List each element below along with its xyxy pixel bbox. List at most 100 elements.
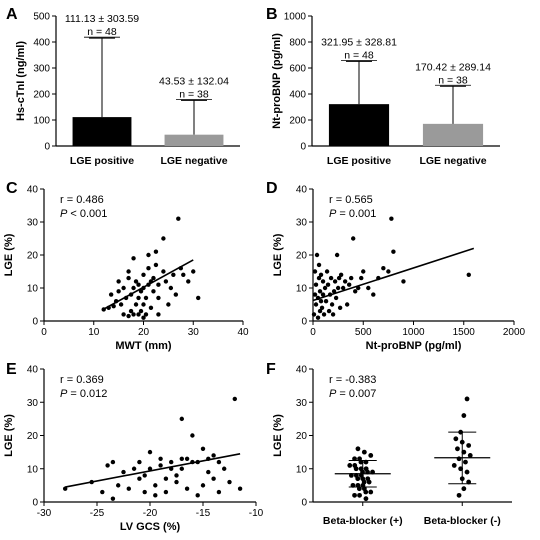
data-point <box>126 486 131 491</box>
data-point <box>325 282 331 287</box>
data-point <box>216 489 222 495</box>
data-point <box>237 486 243 491</box>
data-point <box>232 396 237 402</box>
p-text: < 0.001 <box>67 208 107 220</box>
y-tick-label: 1000 <box>284 12 307 23</box>
data-point <box>466 443 472 448</box>
data-point <box>453 436 459 442</box>
data-point <box>156 295 161 301</box>
data-point <box>179 466 184 471</box>
data-point <box>161 236 166 241</box>
y-tick-label: 10 <box>296 464 308 475</box>
data-point <box>312 269 318 274</box>
data-point <box>116 289 121 294</box>
data-point <box>335 285 341 291</box>
data-point <box>121 285 126 291</box>
data-point <box>195 493 200 498</box>
y-tick-label: 400 <box>33 38 50 49</box>
data-point <box>463 459 468 465</box>
data-point <box>147 466 153 471</box>
y-tick-label: 500 <box>33 12 50 23</box>
data-point <box>143 312 149 317</box>
data-point <box>126 313 131 319</box>
category-label: LGE negative <box>160 155 227 167</box>
x-tick-label: -10 <box>249 508 264 519</box>
data-point <box>105 463 110 468</box>
y-tick-label: 0 <box>32 317 38 328</box>
data-point <box>138 308 144 314</box>
data-point <box>389 216 394 221</box>
panel-letter-a: A <box>6 6 18 23</box>
data-point <box>222 466 227 471</box>
y-tick-label: 0 <box>300 142 306 153</box>
data-point <box>126 275 131 281</box>
regression-line <box>65 453 241 488</box>
data-point <box>334 252 340 258</box>
data-point <box>110 496 116 501</box>
data-point <box>166 302 171 307</box>
x-tick-label: 40 <box>237 327 249 338</box>
data-point <box>133 302 139 307</box>
y-tick-label: 20 <box>296 251 308 262</box>
p-label: P <box>329 208 337 220</box>
y-tick-label: 0 <box>32 498 38 509</box>
data-point <box>352 492 357 498</box>
data-point <box>315 315 321 320</box>
y-tick-label: 10 <box>27 284 39 295</box>
data-point <box>363 496 369 502</box>
data-point <box>179 456 184 461</box>
data-point <box>347 463 353 468</box>
panel-letter-c: C <box>6 180 18 197</box>
panel-letter-e: E <box>6 361 17 378</box>
data-point <box>216 459 222 465</box>
data-point <box>340 285 346 291</box>
panel-f: F 0 10 20 30 40 LGE (%) r = -0.383 P = 0.007 Beta… <box>266 361 512 527</box>
data-point <box>461 413 467 418</box>
bar <box>422 123 484 146</box>
data-point <box>200 446 206 451</box>
data-point <box>116 483 121 488</box>
y-tick-label: 40 <box>296 365 308 376</box>
panel-d: D 0 10 20 30 40 LGE (%) r = 0.565 P = 0.001 0 500 1… <box>266 180 526 352</box>
y-tick-label: 40 <box>296 185 308 196</box>
data-point <box>176 216 181 221</box>
category-label: Beta-blocker (-) <box>424 515 501 527</box>
r-value: r = -0.383 <box>329 374 376 386</box>
regression-line <box>312 247 475 302</box>
y-tick-label: 200 <box>33 90 50 101</box>
p-value: P = 0.012 <box>60 388 107 400</box>
category-label: Beta-blocker (+) <box>323 515 403 527</box>
y-axis-label: LGE (%) <box>272 414 284 457</box>
data-point <box>168 285 174 291</box>
data-point <box>320 292 326 297</box>
x-axis-label: Nt-proBNP (pg/ml) <box>366 340 462 352</box>
x-axis-label: LV GCS (%) <box>120 521 181 533</box>
data-point <box>128 308 134 314</box>
data-point <box>121 312 126 317</box>
bar <box>164 134 224 146</box>
data-point <box>131 285 136 291</box>
n-annotation: n = 48 <box>344 49 374 61</box>
panel-c: C 0 10 20 30 40 LGE (%) r = 0.486 P < 0.001 0 10 20… <box>3 180 249 352</box>
data-point <box>328 275 334 281</box>
x-axis-label: MWT (mm) <box>115 340 172 352</box>
data-point <box>381 266 386 271</box>
data-point <box>366 285 371 291</box>
data-point <box>322 285 328 291</box>
data-point <box>357 492 362 498</box>
data-point <box>332 279 338 284</box>
y-tick-label: 10 <box>27 464 39 475</box>
bar <box>72 117 132 146</box>
y-tick-label: 20 <box>296 431 308 442</box>
data-point <box>151 275 156 281</box>
data-point <box>133 279 139 284</box>
x-tick-label: -30 <box>37 508 52 519</box>
data-point <box>401 279 406 284</box>
data-point <box>153 493 158 498</box>
panel-a: A 0 100 200 300 400 500 Hs-cTnI (ng/ml) LGE posi… <box>6 6 240 167</box>
panel-letter-f: F <box>266 361 276 378</box>
data-point <box>163 489 169 495</box>
y-tick-label: 600 <box>289 64 306 75</box>
data-point <box>320 279 326 284</box>
x-tick-label: 20 <box>138 327 150 338</box>
